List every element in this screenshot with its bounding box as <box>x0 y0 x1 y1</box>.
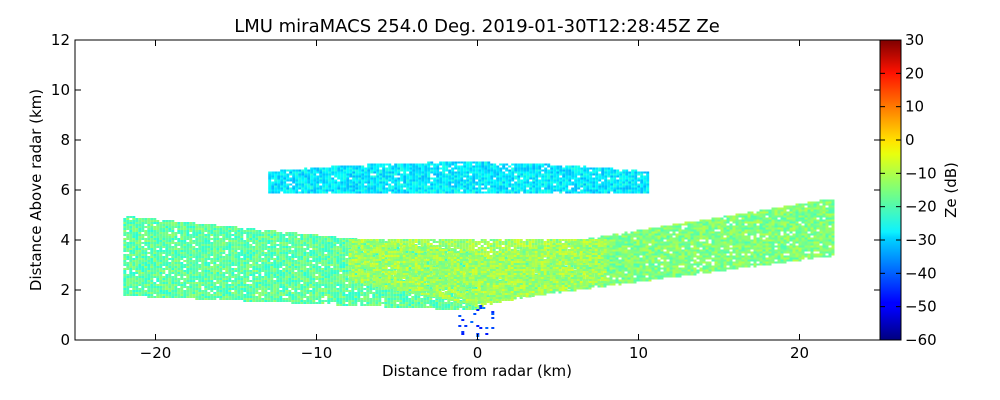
colorbar-tick-label: 20 <box>905 64 924 82</box>
y-axis: 0 2 4 6 8 10 12 <box>51 31 880 349</box>
y-tick-label: 8 <box>60 131 70 149</box>
x-tick-label: −20 <box>140 344 172 362</box>
colorbar-tick-label: −60 <box>905 331 937 349</box>
y-tick-label: 12 <box>51 31 70 49</box>
colorbar-tick-label: −10 <box>905 164 937 182</box>
colorbar-tick-label: −40 <box>905 264 937 282</box>
x-axis-label: Distance from radar (km) <box>382 362 572 380</box>
x-tick-label: −10 <box>301 344 333 362</box>
x-tick-label: 10 <box>629 344 648 362</box>
colorbar-label: Ze (dB) <box>942 162 960 218</box>
colorbar-tick-label: −30 <box>905 231 937 249</box>
x-tick-label: 20 <box>790 344 809 362</box>
colorbar-tick-label: −50 <box>905 298 937 316</box>
chart-title: LMU miraMACS 254.0 Deg. 2019-01-30T12:28… <box>234 16 720 37</box>
echo-central-core <box>348 239 607 307</box>
x-axis: −20 −10 0 10 20 <box>140 40 809 362</box>
colorbar-tick-label: 0 <box>905 131 915 149</box>
colorbar-tick-label: 10 <box>905 98 924 116</box>
echo-field <box>123 161 835 340</box>
colorbar-tick-label: 30 <box>905 31 924 49</box>
y-tick-label: 4 <box>60 231 70 249</box>
colorbar-axis: 30 20 10 0 −10 −20 −30 −40 −50 −60 <box>880 31 937 349</box>
y-tick-label: 2 <box>60 281 70 299</box>
echo-near-surface-echo <box>458 305 495 340</box>
y-tick-label: 10 <box>51 81 70 99</box>
y-axis-label: Distance Above radar (km) <box>27 89 45 291</box>
colorbar <box>879 39 902 341</box>
y-tick-label: 6 <box>60 181 70 199</box>
x-tick-label: 0 <box>473 344 483 362</box>
y-tick-label: 0 <box>60 331 70 349</box>
echo-upper-cloud-layer <box>268 161 650 194</box>
colorbar-tick-label: −20 <box>905 198 937 216</box>
